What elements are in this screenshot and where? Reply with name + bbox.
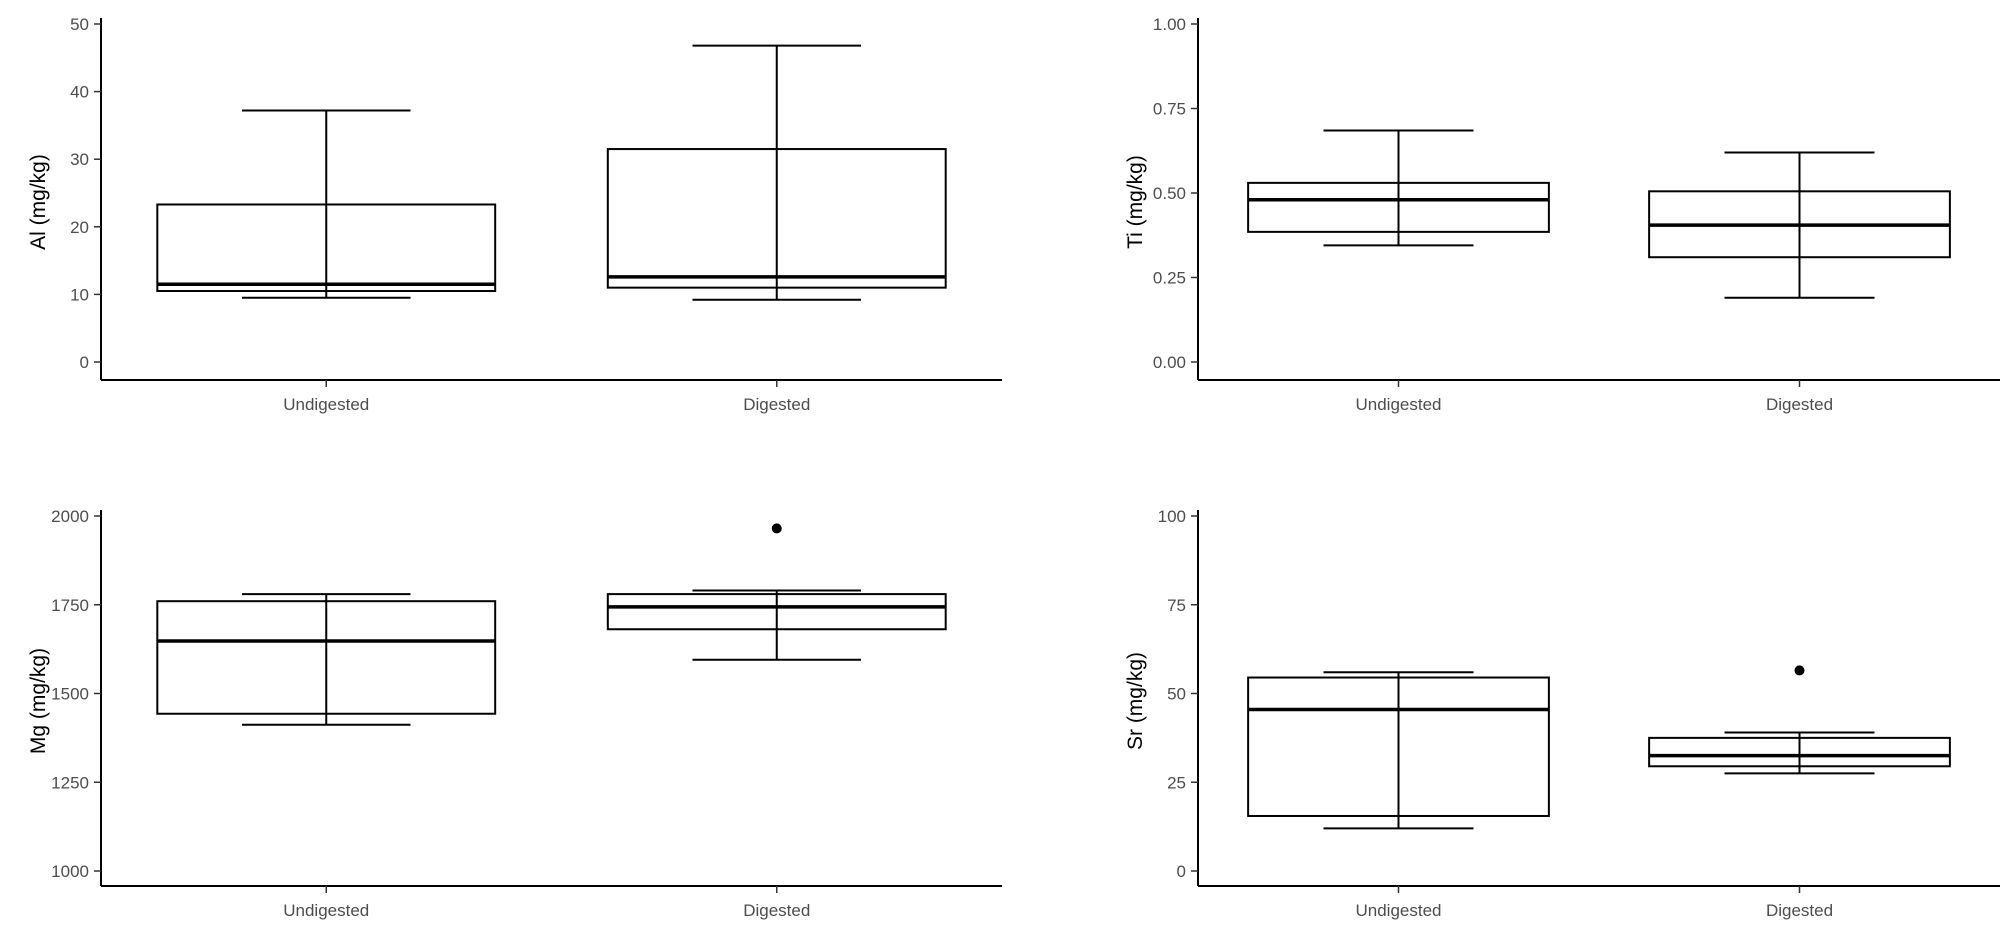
ti-y-tick-label: 0.00 [1153,353,1186,372]
sr-undigested-box [1247,676,1550,817]
al-x-tick-label: Digested [743,395,810,414]
sr-y-tick-label: 0 [1177,862,1186,881]
mg-x-tick-label: Undigested [283,901,369,920]
sr-x-tick-label: Undigested [1355,901,1441,920]
sr-digested-outlier-point [1794,665,1805,676]
ti-y-tick-label: 0.50 [1153,184,1186,203]
mg-y-axis-title: Mg (mg/kg) [27,648,50,754]
al-x-tick-label: Undigested [283,395,369,414]
mg-y-tick-label: 1750 [51,596,89,615]
ti-x-tick-label: Digested [1766,395,1833,414]
sr-x-tick-label: Digested [1766,901,1833,920]
mg-y-tick-label: 1000 [51,862,89,881]
mg-y-tick-label: 1500 [51,685,89,704]
al-y-tick-label: 0 [80,353,89,372]
sr-y-tick-label: 25 [1167,773,1186,792]
ti-y-tick-label: 1.00 [1153,15,1186,34]
mg-y-tick-label: 1250 [51,773,89,792]
mg-x-tick-label: Digested [743,901,810,920]
mg-digested-box [606,593,947,631]
al-y-tick-label: 10 [70,285,89,304]
ti-y-axis-title: Ti (mg/kg) [1124,155,1147,249]
ti-x-tick-label: Undigested [1355,395,1441,414]
mg-undigested-box [156,600,497,715]
sr-y-tick-label: 50 [1167,685,1186,704]
al-digested-box [606,148,947,289]
al-y-tick-label: 20 [70,218,89,237]
al-y-tick-label: 50 [70,15,89,34]
ti-y-tick-label: 0.75 [1153,100,1186,119]
sr-y-tick-label: 75 [1167,596,1186,615]
sr-y-tick-label: 100 [1158,507,1186,526]
mg-y-tick-label: 2000 [51,507,89,526]
sr-y-axis-title: Sr (mg/kg) [1124,652,1147,750]
mg-digested-outlier-point [771,523,782,534]
ti-y-tick-label: 0.25 [1153,269,1186,288]
ti-undigested-box [1247,181,1550,233]
al-y-tick-label: 30 [70,150,89,169]
al-y-tick-label: 40 [70,83,89,102]
sr-digested-box [1648,736,1951,768]
al-undigested-box [156,203,497,293]
al-y-axis-title: Al (mg/kg) [27,154,50,250]
